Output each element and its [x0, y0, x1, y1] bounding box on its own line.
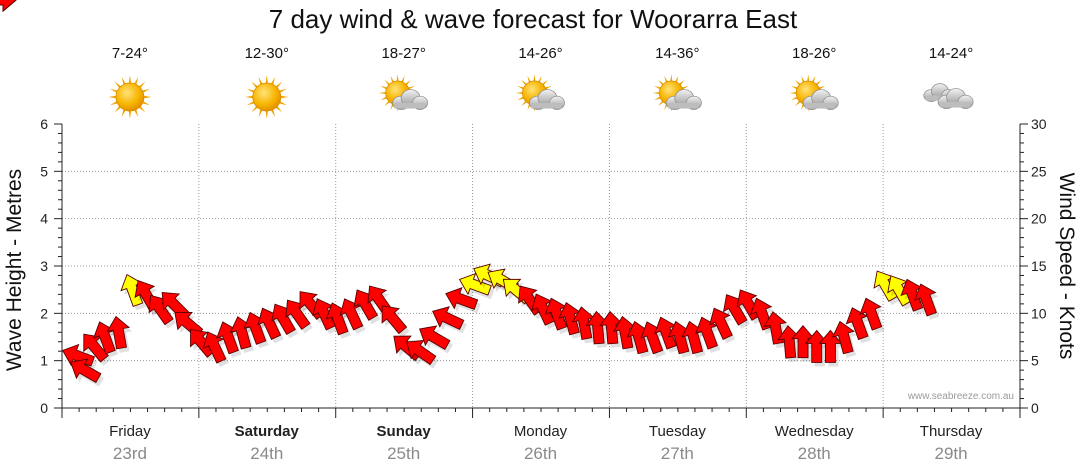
right-tick-label: 0 — [1031, 400, 1039, 416]
day-date-label: 24th — [250, 444, 283, 463]
wind-arrow — [571, 306, 596, 340]
credit-label: www.seabreeze.com.au — [907, 391, 1014, 402]
wind-arrow — [900, 278, 924, 312]
wind-arrow — [599, 310, 624, 345]
plot-area — [62, 124, 1020, 408]
wind-arrow — [654, 316, 677, 350]
wind-arrow-series — [0, 0, 940, 387]
cloud-icon — [802, 89, 839, 110]
left-axis-title: Wave Height - Metres — [3, 169, 26, 371]
wind-arrow — [626, 320, 650, 355]
day-name-label: Tuesday — [649, 423, 706, 440]
sun-cloud-icon — [789, 74, 839, 112]
temp-range-label: 14-26° — [518, 45, 562, 62]
sun-icon — [108, 75, 152, 119]
cloud-icon — [392, 89, 429, 110]
right-tick-label: 25 — [1031, 163, 1047, 179]
right-tick-label: 10 — [1031, 305, 1047, 321]
wind-arrow — [845, 307, 869, 341]
sun-icon — [245, 75, 289, 119]
day-date-label: 27th — [661, 444, 694, 463]
cloud-icon — [529, 89, 565, 110]
sun-icon — [108, 75, 152, 119]
left-tick-label: 4 — [40, 211, 48, 227]
wind-arrow — [445, 287, 479, 310]
left-tick-label: 2 — [40, 305, 48, 321]
cloud-icon — [937, 88, 974, 109]
right-tick-label: 20 — [1031, 211, 1047, 227]
day-name-label: Friday — [109, 423, 151, 440]
cloud-icon — [665, 89, 702, 110]
left-tick-label: 1 — [40, 353, 48, 369]
day-date-label: 29th — [935, 444, 968, 463]
right-tick-label: 30 — [1031, 116, 1047, 132]
right-axis-title: Wind Speed - Knots — [1055, 173, 1078, 360]
wind-arrow — [432, 306, 465, 330]
wind-arrow — [818, 329, 843, 363]
wind-arrow — [285, 299, 311, 330]
day-name-label: Sunday — [377, 423, 432, 440]
wind-arrow — [0, 0, 17, 12]
sun-icon — [245, 75, 289, 119]
temp-range-label: 18-26° — [792, 45, 836, 62]
wind-arrow — [612, 315, 637, 350]
day-date-label: 25th — [387, 444, 420, 463]
wind-arrow — [667, 320, 691, 355]
day-date-label: 23rd — [113, 444, 147, 463]
wind-arrow — [202, 331, 227, 364]
wind-arrow — [695, 316, 718, 350]
temp-range-label: 12-30° — [245, 45, 289, 62]
cloud-icon — [923, 83, 974, 109]
left-tick-label: 6 — [40, 116, 48, 132]
temp-range-label: 7-24° — [112, 45, 148, 62]
wind-arrow — [777, 325, 802, 359]
wind-arrow — [558, 301, 582, 336]
day-name-label: Saturday — [235, 423, 300, 440]
wind-arrow — [708, 307, 733, 341]
left-tick-label: 0 — [40, 400, 48, 416]
wind-arrow — [406, 339, 437, 366]
wind-arrow — [831, 320, 855, 355]
wind-arrow — [339, 298, 364, 331]
wind-arrow — [271, 303, 296, 336]
wind-arrow — [791, 325, 815, 359]
right-tick-label: 5 — [1031, 353, 1039, 369]
sun-cloud-icon — [652, 74, 702, 112]
sun-cloud-icon — [515, 74, 565, 112]
sun-cloud-icon — [379, 74, 429, 112]
wind-arrow — [544, 297, 568, 331]
wind-arrow — [722, 294, 748, 326]
wind-arrow — [106, 315, 131, 350]
wind-arrow — [585, 310, 610, 345]
temp-range-label: 14-36° — [655, 45, 699, 62]
day-name-label: Thursday — [920, 423, 983, 440]
day-name-label: Wednesday — [775, 423, 854, 440]
sun-icon — [379, 74, 417, 112]
wind-arrow — [419, 325, 451, 350]
day-name-label: Monday — [514, 423, 568, 440]
temp-range-label: 14-24° — [929, 45, 973, 62]
left-tick-label: 5 — [40, 163, 48, 179]
wind-arrow — [148, 294, 174, 326]
chart-title: 7 day wind & wave forecast for Woorarra … — [268, 4, 798, 34]
wind-arrow — [353, 289, 379, 321]
wind-arrow — [458, 272, 492, 296]
wind-arrow — [70, 358, 102, 384]
day-date-label: 26th — [524, 444, 557, 463]
wind-arrow — [859, 297, 883, 331]
wind-arrow — [381, 305, 408, 335]
day-date-label: 28th — [798, 444, 831, 463]
wind-arrow — [804, 329, 829, 363]
left-tick-label: 3 — [40, 258, 48, 274]
wind-arrow — [914, 283, 937, 317]
wind-arrow — [120, 273, 144, 307]
right-tick-label: 15 — [1031, 258, 1047, 274]
temp-range-label: 18-27° — [381, 45, 425, 62]
